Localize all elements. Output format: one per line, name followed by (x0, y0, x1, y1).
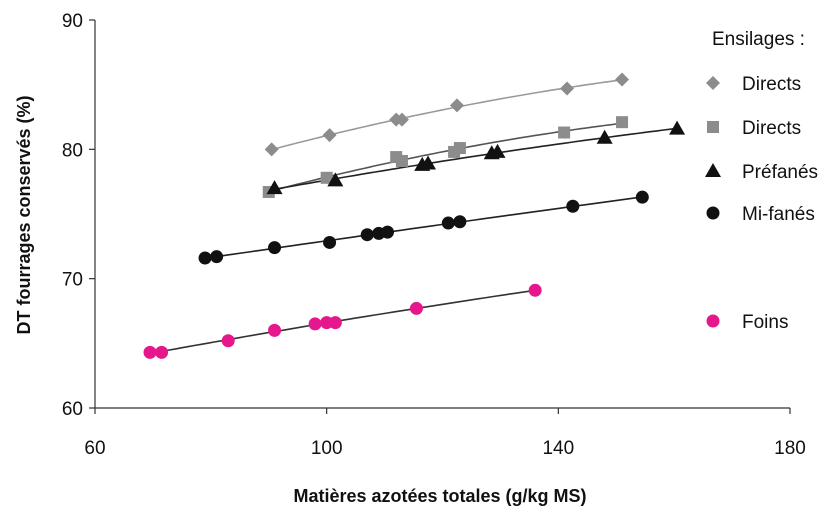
data-point (395, 154, 408, 167)
data-point (560, 81, 575, 96)
x-tick-label: 140 (542, 438, 574, 459)
data-point (264, 142, 279, 157)
data-point (528, 283, 542, 297)
legend-title: Ensilages : (712, 29, 805, 50)
x-tick-label: 180 (774, 438, 806, 459)
data-point (221, 334, 235, 348)
legend-marker (706, 314, 720, 328)
data-point (323, 235, 337, 249)
data-point (380, 225, 394, 239)
data-point (143, 345, 157, 359)
data-point (441, 216, 455, 230)
data-point (322, 128, 337, 143)
data-point (453, 142, 466, 155)
axes: 60 70 80 90 60 100 140 180 (62, 11, 806, 459)
data-point (268, 323, 282, 337)
y-tick-label: 70 (62, 270, 83, 291)
data-point (635, 190, 649, 204)
data-point (409, 301, 423, 315)
legend-label: Foins (742, 312, 788, 333)
data-point (210, 250, 224, 264)
legend-label: Mi-fanés (742, 204, 815, 225)
legend-label: Préfanés (742, 162, 818, 183)
legend-marker (705, 163, 721, 177)
legend-marker (706, 206, 720, 220)
trend-line-4 (149, 289, 536, 355)
x-tick-label: 100 (311, 438, 343, 459)
data-point (420, 155, 437, 170)
data-point (360, 228, 374, 242)
data-point (266, 180, 283, 195)
data-point (558, 126, 571, 139)
legend: Directs Directs Préfanés Mi-fanés Foins (705, 74, 818, 333)
data-point (320, 171, 333, 184)
y-tick-label: 90 (62, 11, 83, 32)
data-point (616, 116, 629, 129)
data-point (615, 72, 630, 87)
legend-label: Directs (742, 118, 801, 139)
data-point (489, 143, 506, 158)
data-point (453, 215, 467, 229)
x-axis-title: Matières azotées totales (g/kg MS) (293, 486, 586, 506)
legend-marker (706, 76, 720, 90)
data-point (669, 120, 686, 135)
data-point (155, 345, 169, 359)
data-point (394, 112, 409, 127)
data-point (328, 316, 342, 330)
data-points (143, 72, 686, 359)
data-point (596, 129, 613, 144)
data-point (449, 98, 464, 113)
legend-marker (707, 121, 719, 133)
trend-line-2 (274, 127, 678, 191)
y-tick-label: 60 (62, 399, 83, 420)
legend-label: Directs (742, 74, 801, 95)
data-point (327, 172, 344, 187)
data-point (198, 251, 212, 265)
data-point (308, 317, 322, 331)
x-tick-label: 60 (84, 438, 105, 459)
y-axis-title: DT fourrages conservés (%) (14, 95, 34, 334)
data-point (268, 241, 282, 255)
data-point (566, 199, 580, 213)
y-tick-label: 80 (62, 140, 83, 161)
